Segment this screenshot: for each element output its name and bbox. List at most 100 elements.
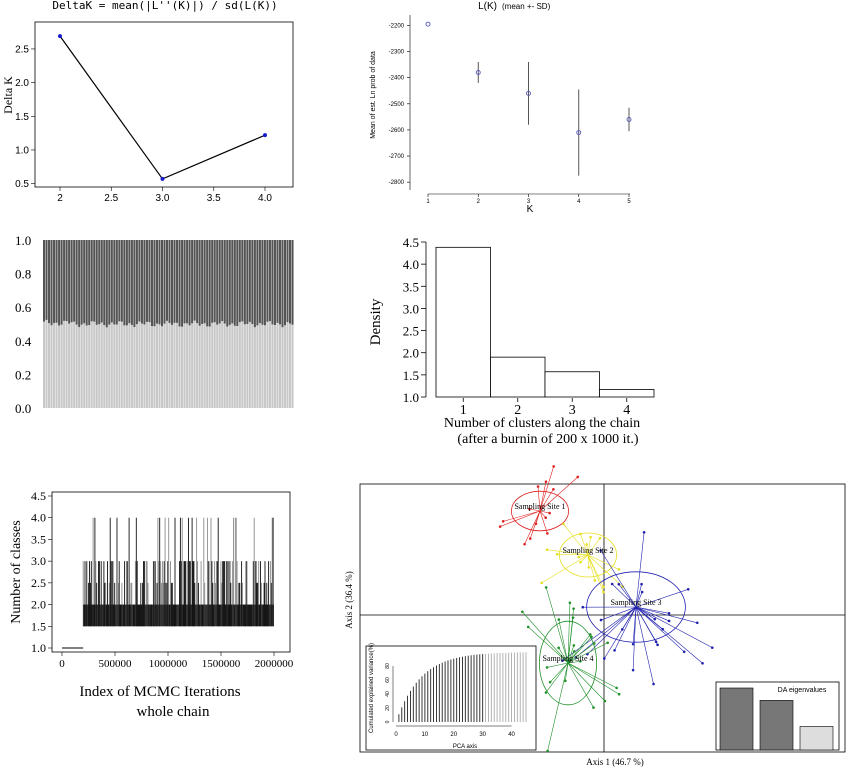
dapc-point bbox=[617, 692, 621, 696]
structure-bar-upper bbox=[75, 240, 78, 325]
structure-bar-lower bbox=[178, 326, 181, 408]
structure-bar-upper bbox=[201, 240, 204, 324]
dapc-spoke bbox=[587, 554, 604, 588]
dapc-spoke bbox=[567, 602, 571, 664]
structure-bar-upper bbox=[218, 240, 221, 324]
dapc-point bbox=[585, 543, 588, 546]
structure-bar-upper bbox=[120, 240, 123, 322]
dapc-point bbox=[602, 585, 605, 589]
structure-bar-upper bbox=[55, 240, 58, 323]
delta-k-point bbox=[58, 34, 62, 39]
dapc-point bbox=[498, 525, 502, 528]
structure-bar-lower bbox=[140, 323, 143, 408]
dapc-spoke bbox=[635, 606, 658, 645]
structure-bar-upper bbox=[143, 240, 146, 325]
dapc-point bbox=[602, 657, 606, 660]
dapc-point bbox=[631, 642, 635, 646]
structure-bar-upper bbox=[208, 240, 211, 327]
mcmc-y-tick-label: 4.0 bbox=[31, 511, 46, 525]
structure-bar-upper bbox=[130, 240, 133, 325]
dapc-point bbox=[576, 475, 580, 479]
eigen-inset-title: DA eigenvalues bbox=[778, 687, 827, 694]
structure-bar-lower bbox=[198, 325, 201, 408]
structure-bar-upper bbox=[188, 240, 191, 326]
dapc-spoke bbox=[545, 662, 569, 693]
structure-bar-upper bbox=[128, 240, 131, 324]
mcmc-y-tick-label: 4.5 bbox=[31, 489, 46, 503]
structure-bar-upper bbox=[80, 240, 83, 325]
structure-bar-upper bbox=[271, 240, 274, 325]
structure-bar-lower bbox=[261, 324, 264, 408]
structure-bar-upper bbox=[278, 240, 281, 325]
dapc-point bbox=[602, 590, 605, 594]
structure-bar-upper bbox=[153, 240, 156, 327]
structure-bar-lower bbox=[70, 322, 73, 408]
structure-bar-upper bbox=[236, 240, 239, 326]
dapc-group-label: Sampling Site 2 bbox=[562, 546, 613, 555]
dapc-spoke bbox=[587, 554, 604, 593]
structure-bar-lower bbox=[60, 324, 63, 408]
mcmc-x-tick-label: 1000000 bbox=[149, 658, 188, 670]
structure-bar-lower bbox=[115, 324, 118, 408]
density-y-tick-label: 2.5 bbox=[403, 324, 419, 339]
delta-k-point bbox=[160, 176, 165, 181]
mcmc-ticks: 0 500000 1000000 1500000 2000000 1.0 1.5 2.0 2.5… bbox=[31, 489, 294, 670]
eigen-inset: DA eigenvalues bbox=[715, 681, 840, 751]
dapc-spoke bbox=[547, 662, 569, 752]
structure-bar-lower bbox=[165, 320, 169, 408]
structure-bar-upper bbox=[191, 240, 194, 324]
pca-inset-x-tick-label: 0 bbox=[394, 732, 398, 738]
structure-bar-upper bbox=[83, 240, 86, 324]
dapc-ellipse bbox=[510, 490, 569, 532]
pca-inset-x-tick-label: 30 bbox=[479, 732, 486, 738]
structure-bar-lower bbox=[95, 324, 98, 408]
structure-bar-upper bbox=[58, 240, 61, 326]
structure-bar-lower bbox=[128, 323, 131, 408]
dapc-point bbox=[599, 549, 602, 552]
dapc-xlabel: Axis 1 (46.7 %) bbox=[586, 757, 644, 767]
dapc-point bbox=[545, 548, 549, 552]
density-y-tick-label: 3.5 bbox=[403, 279, 419, 294]
dapc-spoke bbox=[565, 662, 569, 681]
lk-y-tick-label: -2300 bbox=[389, 50, 405, 56]
dapc-groups bbox=[498, 465, 714, 753]
structure-bar-lower bbox=[85, 325, 88, 408]
eigen-inset-bars bbox=[719, 687, 834, 751]
density-y-tick-label: 4.5 bbox=[403, 235, 419, 250]
structure-bar-lower bbox=[201, 323, 204, 408]
structure-bar-lower bbox=[73, 321, 76, 408]
structure-y-ticks: 0.0 0.2 0.4 0.6 0.8 1.0 bbox=[15, 233, 32, 416]
dapc-spoke bbox=[635, 606, 654, 685]
structure-bar-lower bbox=[221, 321, 224, 408]
structure-bar-upper bbox=[125, 240, 128, 326]
mcmc-y-tick-label: 3.0 bbox=[31, 554, 46, 568]
structure-bar-upper bbox=[150, 240, 153, 327]
dapc-spoke bbox=[567, 643, 595, 664]
dapc-spoke bbox=[539, 476, 578, 512]
dapc-spoke bbox=[587, 538, 601, 556]
dapc-spoke bbox=[600, 550, 637, 608]
pca-inset-y-tick-label: 20 bbox=[385, 705, 391, 711]
dapc-spoke bbox=[567, 662, 606, 702]
structure-bar-lower bbox=[75, 324, 78, 408]
structure-bar-lower bbox=[93, 321, 96, 408]
structure-bar-upper bbox=[50, 240, 53, 326]
dapc-spoke bbox=[539, 489, 554, 512]
structure-bar-upper bbox=[198, 240, 201, 326]
mcmc-y-tick-label: 1.0 bbox=[31, 641, 46, 655]
lk-subtitle: (mean +- SD) bbox=[502, 2, 551, 11]
density-y-tick-label: 1.0 bbox=[403, 390, 419, 405]
structure-bars bbox=[43, 240, 294, 408]
delta-k-y-tick-label: 1.0 bbox=[15, 145, 29, 156]
density-y-tick-label: 3.0 bbox=[403, 301, 419, 316]
delta-k-series bbox=[58, 34, 267, 181]
dapc-spoke bbox=[632, 606, 637, 671]
density-ylabel: Density bbox=[368, 298, 384, 345]
dapc-spoke bbox=[567, 662, 620, 695]
structure-bar-lower bbox=[155, 323, 159, 408]
dapc-point bbox=[652, 682, 655, 686]
structure-bar-upper bbox=[48, 240, 51, 324]
structure-bar-upper bbox=[108, 240, 111, 325]
structure-bar-upper bbox=[288, 240, 292, 324]
dapc-spoke bbox=[586, 544, 589, 556]
